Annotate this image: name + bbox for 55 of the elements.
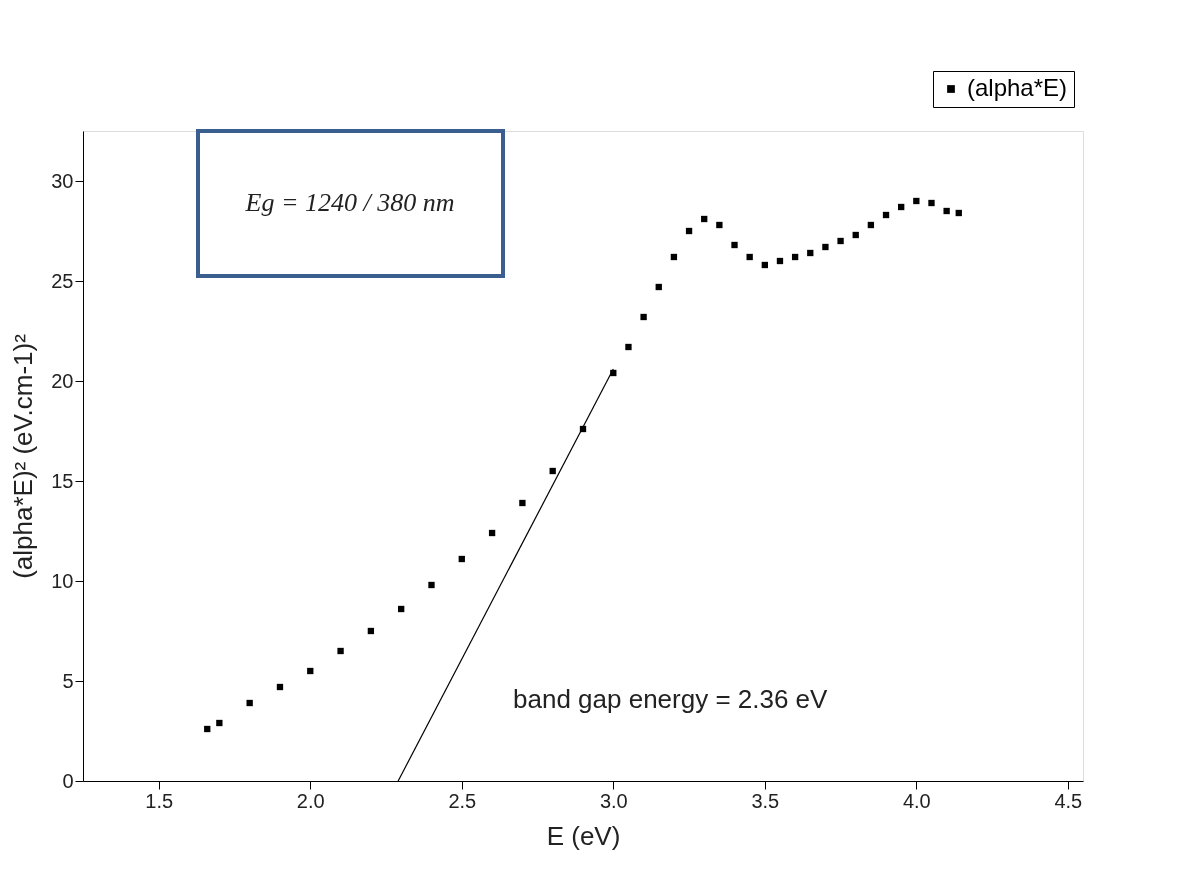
point: [519, 499, 526, 507]
y-tick-label: 15: [51, 469, 74, 492]
y-tick-label: 5: [62, 669, 74, 692]
point: [807, 249, 814, 257]
y-tick-label: 0: [62, 769, 74, 792]
point: [716, 221, 723, 229]
y-tick-label: 10: [51, 569, 74, 592]
x-tick-label: 4.5: [1054, 789, 1083, 812]
point: [746, 253, 753, 261]
point: [955, 209, 962, 217]
point: [398, 605, 405, 613]
point: [898, 203, 905, 211]
point: [549, 467, 556, 475]
point: [276, 683, 284, 691]
point: [670, 253, 678, 261]
point: [216, 719, 223, 727]
x-tick-label: 2.5: [448, 789, 477, 812]
x-tick-label: 2.0: [296, 789, 325, 812]
point: [776, 257, 784, 265]
point: [655, 283, 662, 291]
point: [852, 231, 859, 239]
x-tick-label: 3.0: [599, 789, 628, 812]
point: [488, 529, 496, 537]
point: [913, 197, 920, 205]
x-tick-label: 3.5: [751, 789, 780, 812]
point: [928, 199, 935, 207]
y-tick-label: 20: [51, 369, 74, 392]
point: [867, 221, 875, 229]
point: [685, 227, 693, 235]
point: [761, 261, 768, 269]
point: [458, 555, 465, 563]
x-axis-title: E (eV): [546, 820, 621, 851]
point: [943, 207, 950, 215]
annotation: Eg = 1240 / 380 nm: [244, 188, 455, 217]
point: [204, 725, 211, 733]
point: [307, 667, 314, 675]
point: [625, 343, 632, 351]
point: [822, 243, 829, 251]
point: [367, 627, 375, 635]
annotation: band gap energy = 2.36 eV: [513, 684, 829, 714]
point: [246, 699, 253, 707]
point: [837, 237, 844, 245]
y-axis-title: (alpha*E)² (eV.cm-1)²: [8, 333, 39, 579]
point: [428, 581, 435, 589]
y-tick-label: 30: [51, 169, 74, 192]
x-tick-label: 4.0: [902, 789, 931, 812]
legend-label: (alpha*E): [967, 74, 1068, 101]
point: [337, 647, 344, 655]
y-tick-label: 25: [51, 269, 74, 292]
point: [731, 241, 738, 249]
x-tick-label: 1.5: [145, 789, 174, 812]
point: [882, 211, 890, 219]
point: [701, 215, 708, 223]
point: [791, 253, 799, 261]
point: [640, 313, 647, 321]
